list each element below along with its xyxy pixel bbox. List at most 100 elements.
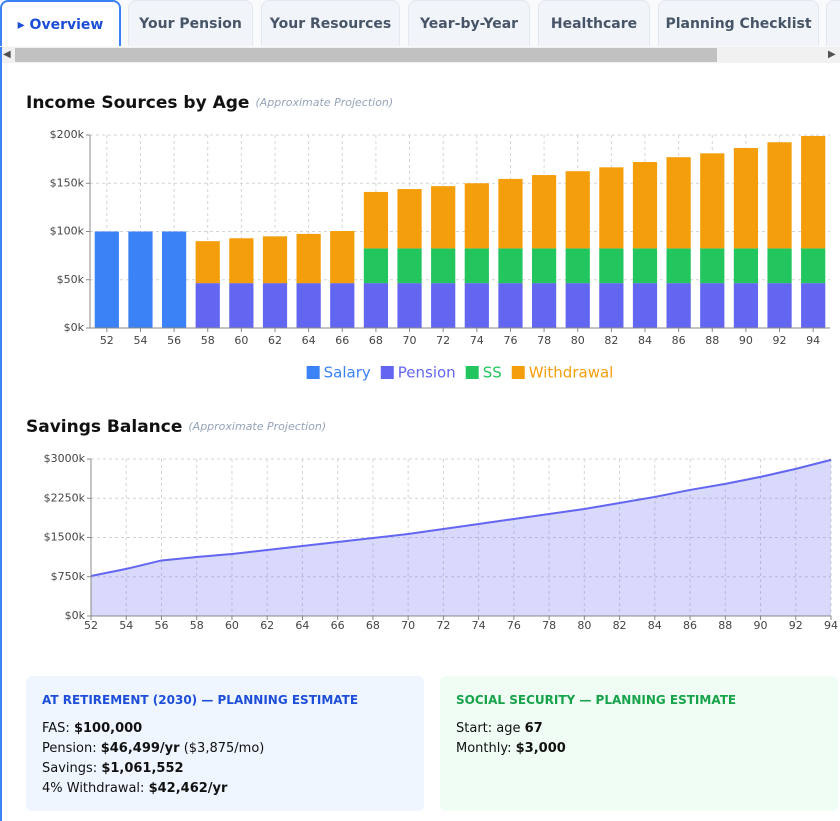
row-label: FAS: [42, 721, 70, 736]
legend-label: SS [483, 364, 502, 382]
x-tick-label: 52 [100, 334, 114, 347]
bar-segment [566, 283, 590, 328]
card: SOCIAL SECURITY — PLANNING ESTIMATE Start… [440, 676, 838, 811]
title: Income Sources by Age [26, 93, 249, 113]
subtitle: (Approximate Projection) [255, 96, 393, 109]
y-tick-label: $750k [51, 570, 86, 583]
y-tick-label: $3000k [44, 452, 86, 465]
bar-segment [767, 248, 791, 283]
x-tick-label: 62 [268, 334, 282, 347]
title: Savings Balance [26, 417, 182, 437]
legend-label: Withdrawal [529, 364, 614, 382]
x-tick-label: 62 [260, 619, 274, 632]
row-label: Savings: [42, 761, 97, 776]
row-label: 4% Withdrawal: [42, 781, 144, 796]
bar-segment [196, 283, 220, 328]
x-tick-label: 84 [638, 334, 652, 347]
x-tick-label: 90 [739, 334, 753, 347]
bar-segment [397, 283, 421, 328]
x-tick-label: 76 [503, 334, 517, 347]
x-tick-label: 88 [718, 619, 732, 632]
card-row: FAS: $100,000 [42, 719, 408, 739]
card-row: Monthly: $3,000 [456, 739, 822, 759]
bar-segment [229, 238, 253, 283]
bar-segment [700, 248, 724, 283]
bar-segment [364, 283, 388, 328]
x-tick-label: 70 [403, 334, 417, 347]
x-tick-label: 54 [133, 334, 147, 347]
bar-segment [465, 248, 489, 283]
bar-segment [431, 283, 455, 328]
x-tick-label: 82 [604, 334, 618, 347]
x-tick-label: 60 [225, 619, 239, 632]
card-title: SOCIAL SECURITY — PLANNING ESTIMATE [456, 693, 822, 707]
x-tick-label: 90 [754, 619, 768, 632]
x-tick-label: 94 [806, 334, 820, 347]
row-note: ($3,875/mo) [184, 741, 265, 756]
subtitle: (Approximate Projection) [188, 420, 326, 433]
y-tick-label: $1500k [44, 531, 86, 544]
bar-segment [801, 136, 825, 248]
row-value: $3,000 [516, 741, 566, 756]
bar-segment [667, 283, 691, 328]
x-tick-label: 86 [672, 334, 686, 347]
card-row: 4% Withdrawal: $42,462/yr [42, 779, 408, 799]
bar-segment [330, 283, 354, 328]
bar-segment [599, 283, 623, 328]
bar-segment [263, 283, 287, 328]
bar-segment [431, 248, 455, 283]
bar-segment [667, 248, 691, 283]
card-row: Pension: $46,499/yr ($3,875/mo) [42, 739, 408, 759]
x-tick-label: 76 [507, 619, 521, 632]
y-tick-label: $0k [64, 321, 85, 334]
y-tick-label: $0k [65, 609, 86, 622]
bar-segment [801, 283, 825, 328]
y-tick-label: $150k [50, 176, 85, 189]
x-tick-label: 60 [234, 334, 248, 347]
bar-segment [700, 283, 724, 328]
x-tick-label: 78 [542, 619, 556, 632]
bar-segment [633, 162, 657, 248]
bar-segment [734, 283, 758, 328]
bar-segment [801, 248, 825, 283]
bar-segment [734, 248, 758, 283]
x-tick-label: 86 [683, 619, 697, 632]
x-tick-label: 52 [84, 619, 98, 632]
legend-swatch [381, 366, 394, 379]
card-title: AT RETIREMENT (2030) — PLANNING ESTIMATE [42, 693, 408, 707]
bar-segment [566, 171, 590, 248]
legend-swatch [466, 366, 479, 379]
bar-segment [330, 231, 354, 283]
bar-segment [397, 189, 421, 248]
x-tick-label: 92 [789, 619, 803, 632]
bar-segment [566, 248, 590, 283]
x-tick-label: 54 [119, 619, 133, 632]
bar-segment [767, 142, 791, 248]
bar-segment [498, 283, 522, 328]
bar-segment [128, 232, 152, 329]
row-value: $100,000 [74, 721, 142, 736]
x-tick-label: 82 [613, 619, 627, 632]
legend-label: Pension [398, 364, 456, 382]
x-tick-label: 58 [190, 619, 204, 632]
bar-segment [734, 148, 758, 248]
row-value: 67 [525, 721, 543, 736]
x-tick-label: 64 [302, 334, 316, 347]
row-label: Start: age [456, 721, 521, 736]
bar-segment [498, 248, 522, 283]
bar-segment [498, 179, 522, 248]
chart-title: Savings Balance (Approximate Projection) [26, 417, 326, 437]
bar-segment [431, 186, 455, 248]
bar-segment [297, 283, 321, 328]
row-value: $46,499/yr [101, 741, 180, 756]
legend-swatch [307, 366, 320, 379]
x-tick-label: 74 [472, 619, 486, 632]
y-tick-label: $100k [50, 225, 85, 238]
x-tick-label: 70 [401, 619, 415, 632]
row-value: $42,462/yr [149, 781, 228, 796]
bar-segment [297, 234, 321, 283]
legend-swatch [512, 366, 525, 379]
bar-segment [532, 283, 556, 328]
bar-segment [397, 248, 421, 283]
x-tick-label: 68 [366, 619, 380, 632]
